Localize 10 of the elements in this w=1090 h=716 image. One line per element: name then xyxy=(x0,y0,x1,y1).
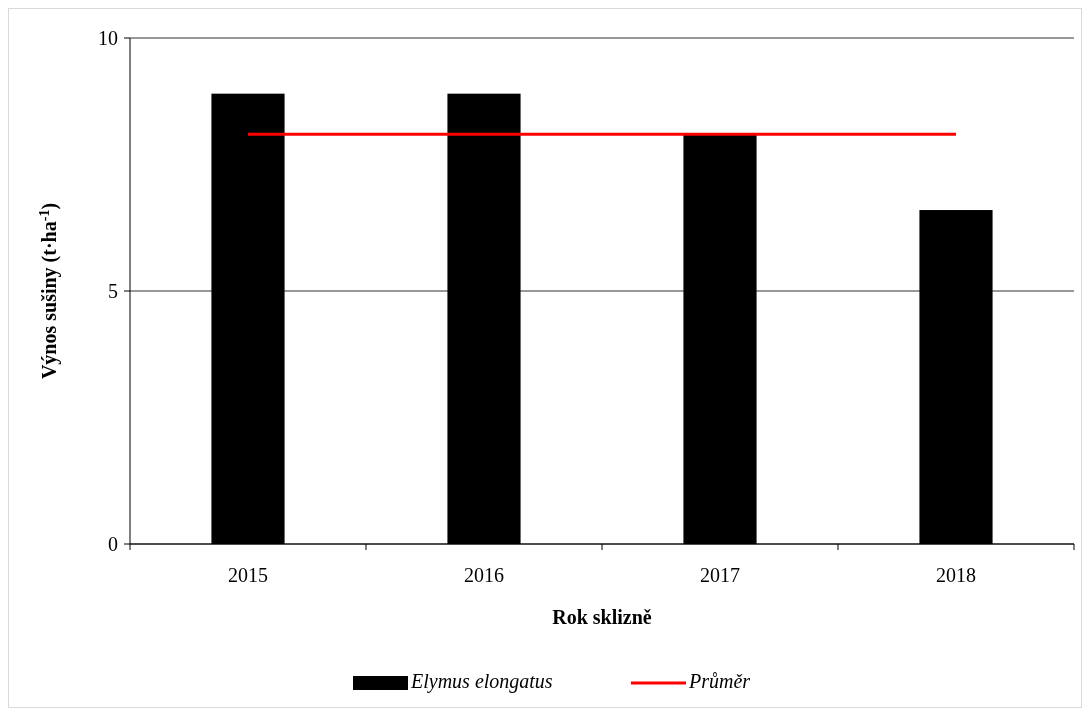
x-tick-label: 2016 xyxy=(464,564,504,586)
x-tick-label: 2015 xyxy=(228,564,268,586)
y-tick-label: 5 xyxy=(108,280,118,302)
y-tick-label: 0 xyxy=(108,533,118,555)
y-tick-label: 10 xyxy=(98,27,118,49)
legend-label: Průměr xyxy=(688,670,751,692)
legend-label: Elymus elongatus xyxy=(410,670,553,693)
x-axis-title: Rok sklizně xyxy=(552,606,652,628)
x-tick-label: 2017 xyxy=(700,564,740,586)
x-tick-label: 2018 xyxy=(936,564,976,586)
